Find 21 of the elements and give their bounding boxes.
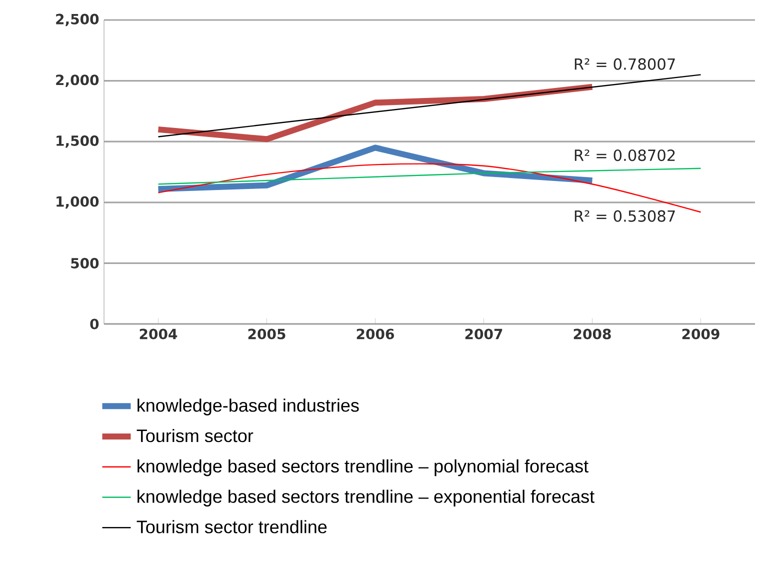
x-tick-label: 2004 bbox=[140, 328, 178, 340]
y-tick-label: 500 bbox=[71, 258, 99, 268]
legend-label: Tourism sector trendline bbox=[136, 520, 327, 534]
y-tick-label: 0 bbox=[90, 318, 99, 330]
annotation: R² = 0.53087 bbox=[574, 210, 675, 222]
legend-label: Tourism sector bbox=[136, 428, 254, 442]
y-tick-label: 1,000 bbox=[56, 196, 99, 209]
legend-label: knowledge-based industries bbox=[138, 398, 359, 416]
annotation: R² = 0.08702 bbox=[574, 149, 675, 162]
x-tick-label: 2009 bbox=[682, 328, 720, 340]
y-tick-label: 2,500 bbox=[56, 14, 99, 26]
legend-label: knowledge based sectors trendline – exponential forecast bbox=[138, 490, 594, 506]
legend-label: knowledge based sectors trendline – polynomial forecast bbox=[138, 459, 588, 476]
y-tick-label: 1,500 bbox=[56, 135, 99, 148]
x-tick-label: 2006 bbox=[356, 328, 394, 340]
x-tick-label: 2008 bbox=[574, 328, 611, 340]
annotation: R² = 0.78007 bbox=[574, 58, 675, 70]
x-tick-label: 2005 bbox=[248, 328, 286, 340]
x-tick-label: 2007 bbox=[465, 328, 502, 340]
y-tick-label: 2,000 bbox=[56, 74, 99, 87]
line-series bbox=[158, 168, 702, 185]
